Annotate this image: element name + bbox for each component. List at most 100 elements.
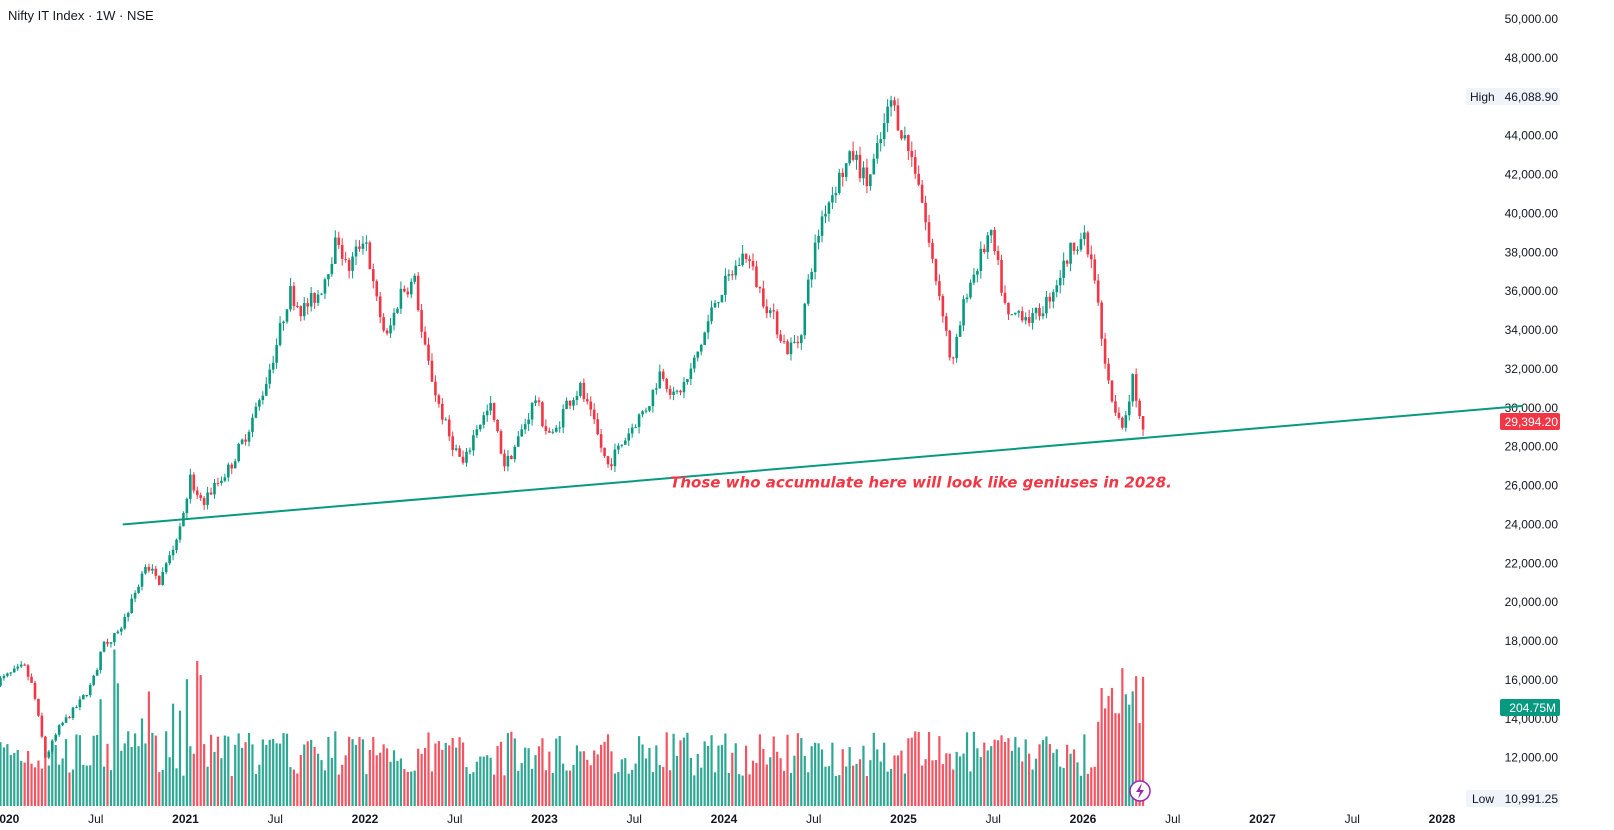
- volume-bar: [986, 750, 989, 806]
- candle-body: [658, 371, 662, 389]
- volume-bar: [562, 763, 565, 806]
- candle-body: [275, 345, 278, 363]
- candle-body: [334, 237, 337, 264]
- candle-body: [544, 426, 548, 432]
- volume-bar: [220, 758, 223, 806]
- volume-bar: [344, 755, 347, 806]
- volume-bar: [624, 758, 627, 806]
- volume-bar: [917, 732, 920, 806]
- candle-body: [730, 274, 734, 276]
- candle-body: [786, 341, 789, 355]
- volume-bar: [30, 763, 33, 806]
- volume-bar: [941, 764, 944, 806]
- volume-bar: [68, 772, 71, 806]
- volume-bar: [448, 745, 451, 806]
- volume-bar: [927, 732, 931, 806]
- candle-body: [61, 722, 64, 726]
- volume-bar: [648, 747, 651, 806]
- candle-body: [16, 666, 20, 669]
- candle-body: [447, 419, 451, 437]
- candle-body: [371, 269, 375, 282]
- candle-body: [941, 295, 945, 317]
- volume-bar: [254, 773, 258, 806]
- volume-bar: [506, 733, 510, 806]
- volume-bar: [1141, 676, 1145, 806]
- volume-bar: [1083, 734, 1086, 806]
- volume-bar: [769, 757, 772, 806]
- volume-bar: [451, 737, 454, 806]
- candle-body: [247, 431, 251, 442]
- candle-body: [886, 106, 889, 124]
- candle-body: [710, 307, 713, 322]
- candle-body: [554, 427, 558, 432]
- candle-body: [989, 229, 993, 236]
- candle-body: [958, 325, 962, 337]
- x-tick-label: 2021: [172, 812, 199, 826]
- candle-body: [1038, 308, 1041, 317]
- candle-body: [306, 303, 309, 307]
- candle-body: [230, 464, 234, 469]
- candle-body: [589, 401, 593, 410]
- volume-bar: [776, 751, 779, 806]
- lightning-icon[interactable]: [1129, 780, 1151, 802]
- volume-bar: [952, 769, 955, 806]
- volume-bar: [575, 745, 579, 806]
- volume-bar: [71, 769, 75, 806]
- candle-body: [806, 279, 810, 304]
- candle-body: [261, 395, 265, 401]
- volume-bar: [934, 760, 938, 806]
- candle-body: [406, 291, 410, 295]
- volume-bar: [872, 732, 875, 806]
- candle-body: [724, 275, 727, 295]
- volume-bar: [600, 744, 603, 806]
- volume-bar: [700, 767, 703, 806]
- volume-bar: [468, 773, 472, 806]
- candle-body: [420, 310, 423, 332]
- candle-body: [579, 382, 582, 396]
- volume-bar: [327, 736, 330, 806]
- candle-body: [893, 100, 896, 106]
- volume-bar: [223, 735, 226, 806]
- volume-bar: [23, 762, 26, 806]
- candle-body: [33, 682, 37, 699]
- volume-bar: [762, 748, 765, 806]
- candle-body: [945, 316, 948, 331]
- volume-bar: [827, 766, 831, 806]
- volume-bar: [565, 770, 568, 806]
- volume-bar: [306, 741, 309, 806]
- candle-body: [727, 274, 731, 276]
- volume-bar: [879, 761, 882, 806]
- volume-bar: [686, 732, 689, 806]
- x-tick-label: 2028: [1429, 812, 1456, 826]
- volume-bar: [82, 764, 85, 806]
- candle-body: [817, 235, 820, 243]
- volume-bar: [120, 750, 123, 806]
- volume-bar: [727, 772, 730, 806]
- candle-body: [375, 281, 379, 297]
- support-trendline[interactable]: [122, 404, 1523, 526]
- candle-body: [409, 281, 413, 295]
- volume-bar: [586, 759, 589, 806]
- candle-body: [762, 288, 765, 307]
- candle-body: [1058, 277, 1062, 286]
- volume-bar: [924, 759, 927, 806]
- candle-body: [865, 167, 869, 187]
- volume-bar: [662, 766, 665, 806]
- y-tick-label: 22,000.00: [1505, 556, 1559, 570]
- volume-bar: [1093, 766, 1096, 806]
- candle-body: [879, 139, 883, 144]
- candle-body: [430, 360, 434, 382]
- volume-bar: [962, 753, 965, 806]
- volume-bar: [744, 745, 748, 806]
- volume-bar: [990, 746, 993, 806]
- volume-bar: [1028, 753, 1031, 806]
- volume-bar: [261, 739, 264, 806]
- candle-body: [113, 633, 116, 643]
- candle-body: [837, 172, 841, 194]
- volume-bar: [92, 735, 95, 806]
- candle-body: [1124, 415, 1128, 428]
- candle-body: [1007, 302, 1010, 315]
- candle-body: [548, 431, 551, 433]
- volume-bar: [1000, 735, 1003, 806]
